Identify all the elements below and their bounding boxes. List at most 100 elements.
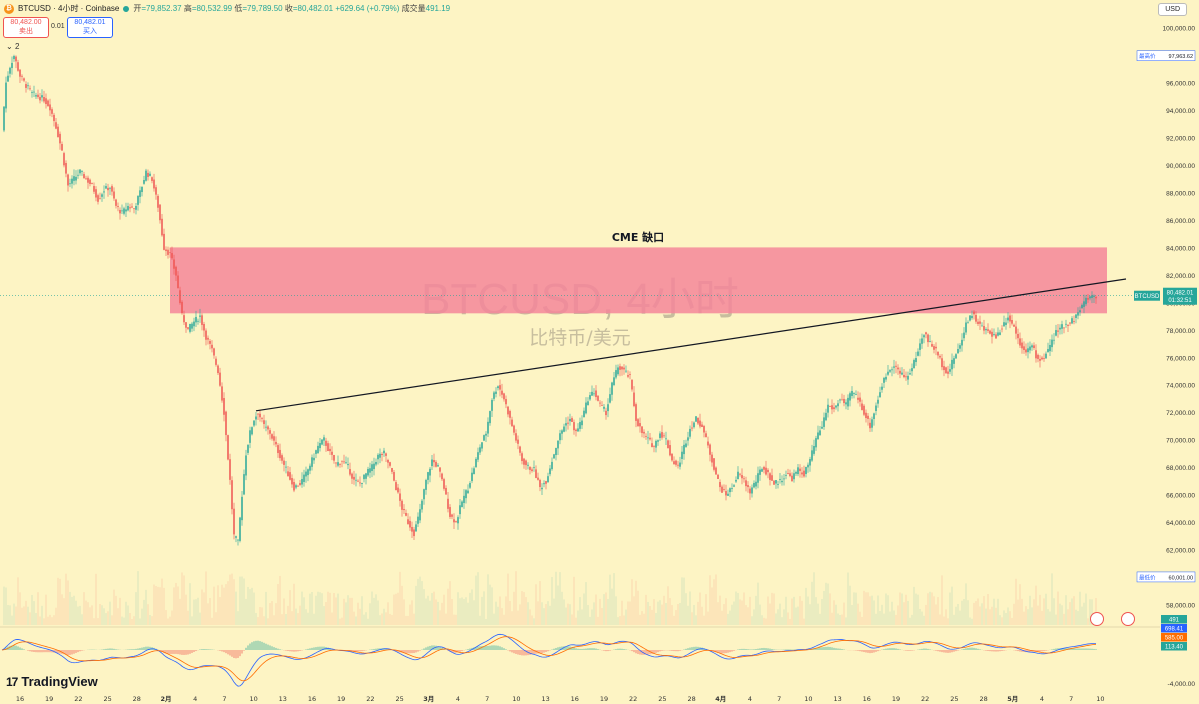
volume-bar [783, 609, 785, 625]
candle-body [593, 393, 595, 395]
symbol-title[interactable]: BTCUSD · 4小时 · Coinbase [18, 4, 120, 13]
candle-body [817, 432, 819, 440]
volume-bar [925, 604, 927, 625]
macd-histogram-bar [289, 650, 291, 652]
volume-bar [821, 599, 823, 625]
macd-histogram-bar [1037, 650, 1039, 652]
volume-bar [441, 602, 443, 625]
volume-bar [889, 611, 891, 625]
candle-body [633, 392, 635, 407]
volume-bar [463, 598, 465, 625]
candle-body [537, 477, 539, 480]
macd-histogram-bar [751, 649, 753, 650]
macd-histogram-bar [631, 650, 633, 652]
price-axis[interactable]: 100,000.0098,000.0096,000.0094,000.0092,… [1162, 26, 1195, 688]
macd-histogram-bar [259, 641, 261, 650]
candle-body [675, 460, 677, 465]
candle-body [55, 122, 57, 129]
volume-bar [837, 613, 839, 625]
time-tick-label: 19 [892, 695, 900, 703]
volume-bar [961, 600, 963, 625]
volume-bar [649, 605, 651, 625]
macd-histogram-bar [1091, 648, 1093, 650]
candle-body [139, 190, 141, 197]
candle-body [341, 460, 343, 462]
candle-body [177, 275, 179, 289]
macd-histogram-bar [207, 649, 209, 650]
volume-bar [1031, 607, 1033, 625]
volume-bar [609, 574, 611, 625]
sell-button[interactable]: 80,482.00 卖出 [3, 17, 49, 38]
volume-bar [481, 596, 483, 625]
event-flag-icon[interactable] [1090, 612, 1104, 626]
time-tick-label: 19 [337, 695, 345, 703]
candle-body [669, 445, 671, 456]
volume-bar [1035, 585, 1037, 625]
volume-bar [901, 593, 903, 625]
candle-body [941, 358, 943, 368]
macd-histogram-bar [49, 650, 51, 653]
candle-body [5, 82, 7, 109]
macd-histogram-bar [555, 647, 557, 650]
volume-bar [259, 606, 261, 625]
volume-bar [493, 613, 495, 625]
time-tick-label: 28 [133, 695, 141, 703]
volume-bar [1023, 611, 1025, 625]
macd-histogram-bar [263, 642, 265, 650]
volume-bar [479, 615, 481, 625]
macd-histogram-bar [865, 650, 867, 653]
volume-bar [805, 587, 807, 625]
volume-bar [1041, 610, 1043, 625]
volume-bar [625, 609, 627, 625]
macd-histogram-bar [985, 650, 987, 651]
macd-histogram-bar [513, 650, 515, 654]
macd-histogram-bar [655, 650, 657, 653]
candle-body [1037, 354, 1039, 359]
volume-bar [1029, 595, 1031, 625]
time-tick-label: 2月 [160, 695, 171, 703]
volume-bar [695, 615, 697, 625]
candle-body [321, 439, 323, 445]
candles-layer [3, 54, 1097, 546]
candle-body [1025, 349, 1027, 353]
macd-histogram-bar [977, 648, 979, 650]
volume-bar [983, 596, 985, 625]
volume-bar [349, 597, 351, 625]
macd-histogram-bar [255, 640, 257, 650]
candle-body [1095, 296, 1097, 299]
macd-histogram-bar [941, 650, 943, 653]
volume-bar [245, 598, 247, 625]
candle-body [295, 485, 297, 488]
candle-body [997, 332, 999, 336]
candle-body [799, 468, 801, 472]
volume-bar [531, 615, 533, 625]
event-flag-icon[interactable] [1121, 612, 1135, 626]
currency-selector[interactable]: USD [1158, 3, 1187, 16]
time-tick-label: 16 [863, 695, 871, 703]
time-axis[interactable]: 16 19 22 25 28 2月 4 7 10 13 16 19 22 25 3月 4 7 10 13 16 19 22… [16, 695, 1105, 703]
volume-bar [819, 613, 821, 625]
candle-body [289, 472, 291, 480]
candle-body [299, 483, 301, 485]
price-tick-label: 84,000.00 [1166, 245, 1195, 252]
volume-bar [859, 611, 861, 625]
buy-button[interactable]: 80,482.01 买入 [67, 17, 113, 38]
candle-body [87, 177, 89, 183]
macd-histogram-bar [997, 650, 999, 652]
volume-bar [815, 597, 817, 625]
macd-histogram-bar [279, 649, 281, 650]
macd-histogram-bar [761, 648, 763, 650]
volume-bar [915, 593, 917, 625]
macd-histogram-bar [1093, 648, 1095, 650]
volume-bar [665, 602, 667, 625]
volume-bar [211, 617, 213, 625]
trendline[interactable] [255, 278, 1127, 412]
indicators-toggle[interactable]: ⌄ 2 [6, 42, 20, 51]
macd-histogram-bar [515, 650, 517, 654]
candle-body [419, 509, 421, 521]
volume-bar [449, 581, 451, 625]
macd-histogram-bar [835, 648, 837, 650]
macd-histogram-bar [859, 650, 861, 652]
candle-body [193, 321, 195, 327]
